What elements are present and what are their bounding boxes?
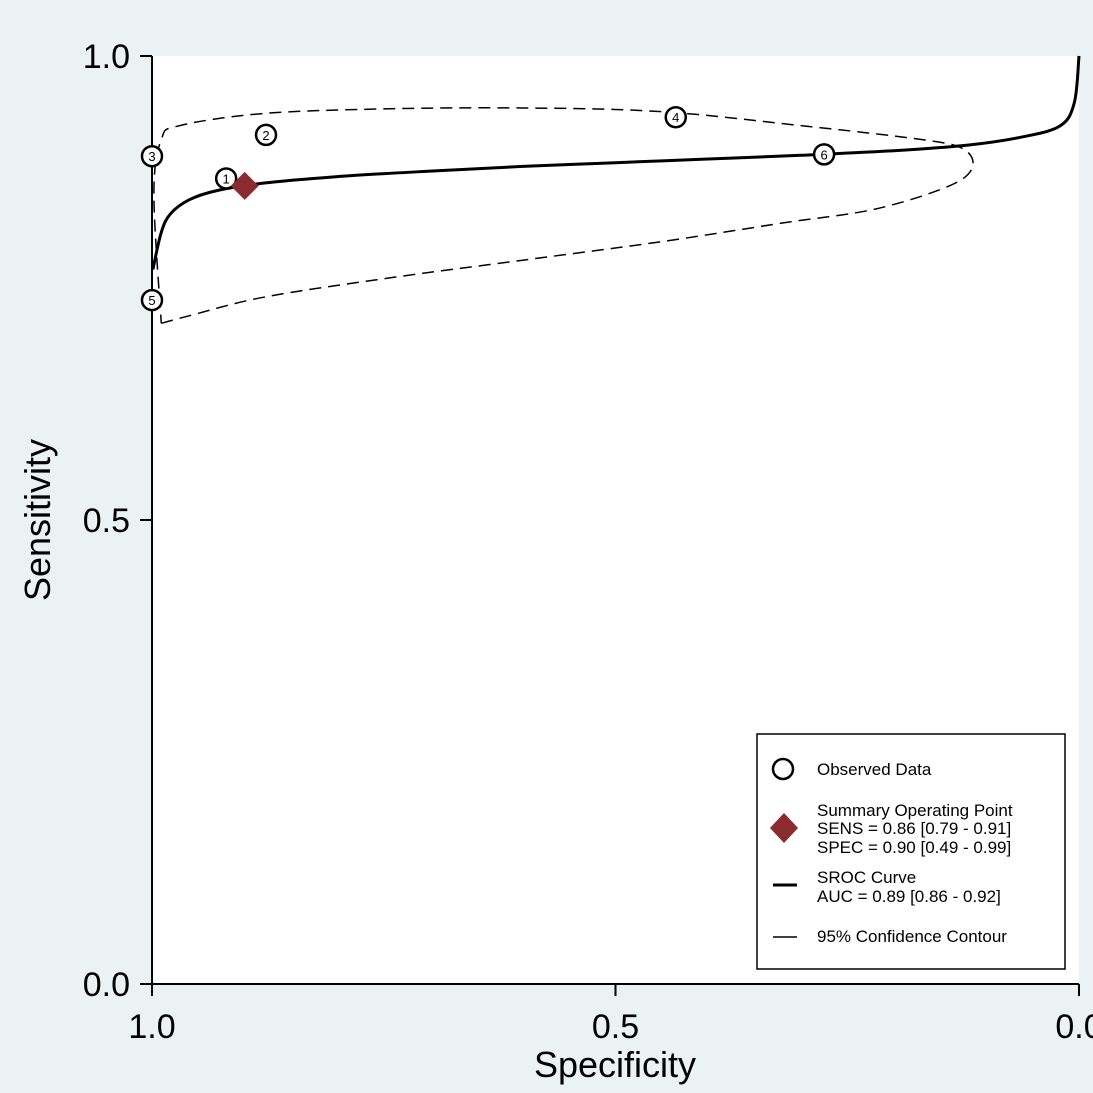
- observed-point: 5: [140, 288, 164, 312]
- sroc-curve-layer: [151, 55, 1081, 270]
- observed-point-label: 5: [148, 293, 155, 308]
- x-tick-label: 0.5: [592, 1008, 639, 1046]
- summary-operating-point: [230, 171, 259, 200]
- x-ticks: 1.0 0.5 0.0: [128, 984, 1093, 1046]
- legend-box: [756, 733, 1066, 970]
- legend-summary-spec: SPEC = 0.90 [0.49 - 0.99]: [817, 838, 1011, 857]
- observed-point: 2: [254, 123, 278, 147]
- observed-point-marker: [140, 144, 164, 168]
- y-tick-label: 1.0: [83, 38, 130, 76]
- observed-point-label: 2: [262, 128, 269, 143]
- observed-point: 1: [214, 167, 238, 190]
- legend-observed-symbol: [771, 757, 795, 781]
- legend: Observed Data Summary Operating Point SE…: [756, 733, 1066, 970]
- observed-point-marker: [664, 105, 688, 129]
- observed-point: 4: [664, 105, 688, 129]
- observed-point-marker: [214, 167, 238, 190]
- y-tick-label: 0.0: [83, 966, 130, 1004]
- y-ticks: 0.0 0.5 1.0: [83, 38, 152, 1004]
- observed-point-marker: [140, 288, 164, 312]
- observed-point-label: 3: [148, 149, 155, 164]
- summary-point-layer: [230, 171, 259, 200]
- observed-point-marker: [812, 143, 836, 166]
- legend-summary-sens: SENS = 0.86 [0.79 - 0.91]: [817, 819, 1011, 838]
- observed-point-marker: [254, 123, 278, 147]
- legend-summary-label: Summary Operating Point: [817, 801, 1013, 820]
- legend-summary-symbol: [770, 813, 798, 843]
- legend-observed-label: Observed Data: [817, 760, 932, 779]
- legend-sroc-auc: AUC = 0.89 [0.86 - 0.92]: [817, 887, 1001, 906]
- observed-point: 3: [140, 144, 164, 168]
- observed-point-label: 4: [672, 110, 679, 125]
- y-tick-label: 0.5: [83, 502, 130, 540]
- y-axis-title: Sensitivity: [17, 439, 58, 601]
- observed-point-label: 6: [820, 147, 827, 162]
- x-tick-label: 1.0: [128, 1008, 175, 1046]
- legend-sroc-label: SROC Curve: [817, 868, 916, 887]
- legend-contour-label: 95% Confidence Contour: [817, 927, 1007, 946]
- x-axis-title: Specificity: [534, 1044, 696, 1085]
- observed-point-label: 1: [223, 171, 230, 186]
- observed-points-layer: 1 2 3 4 5 6: [140, 105, 836, 312]
- observed-point: 6: [812, 143, 836, 166]
- sroc-curve: [151, 55, 1081, 270]
- x-tick-label: 0.0: [1055, 1008, 1093, 1046]
